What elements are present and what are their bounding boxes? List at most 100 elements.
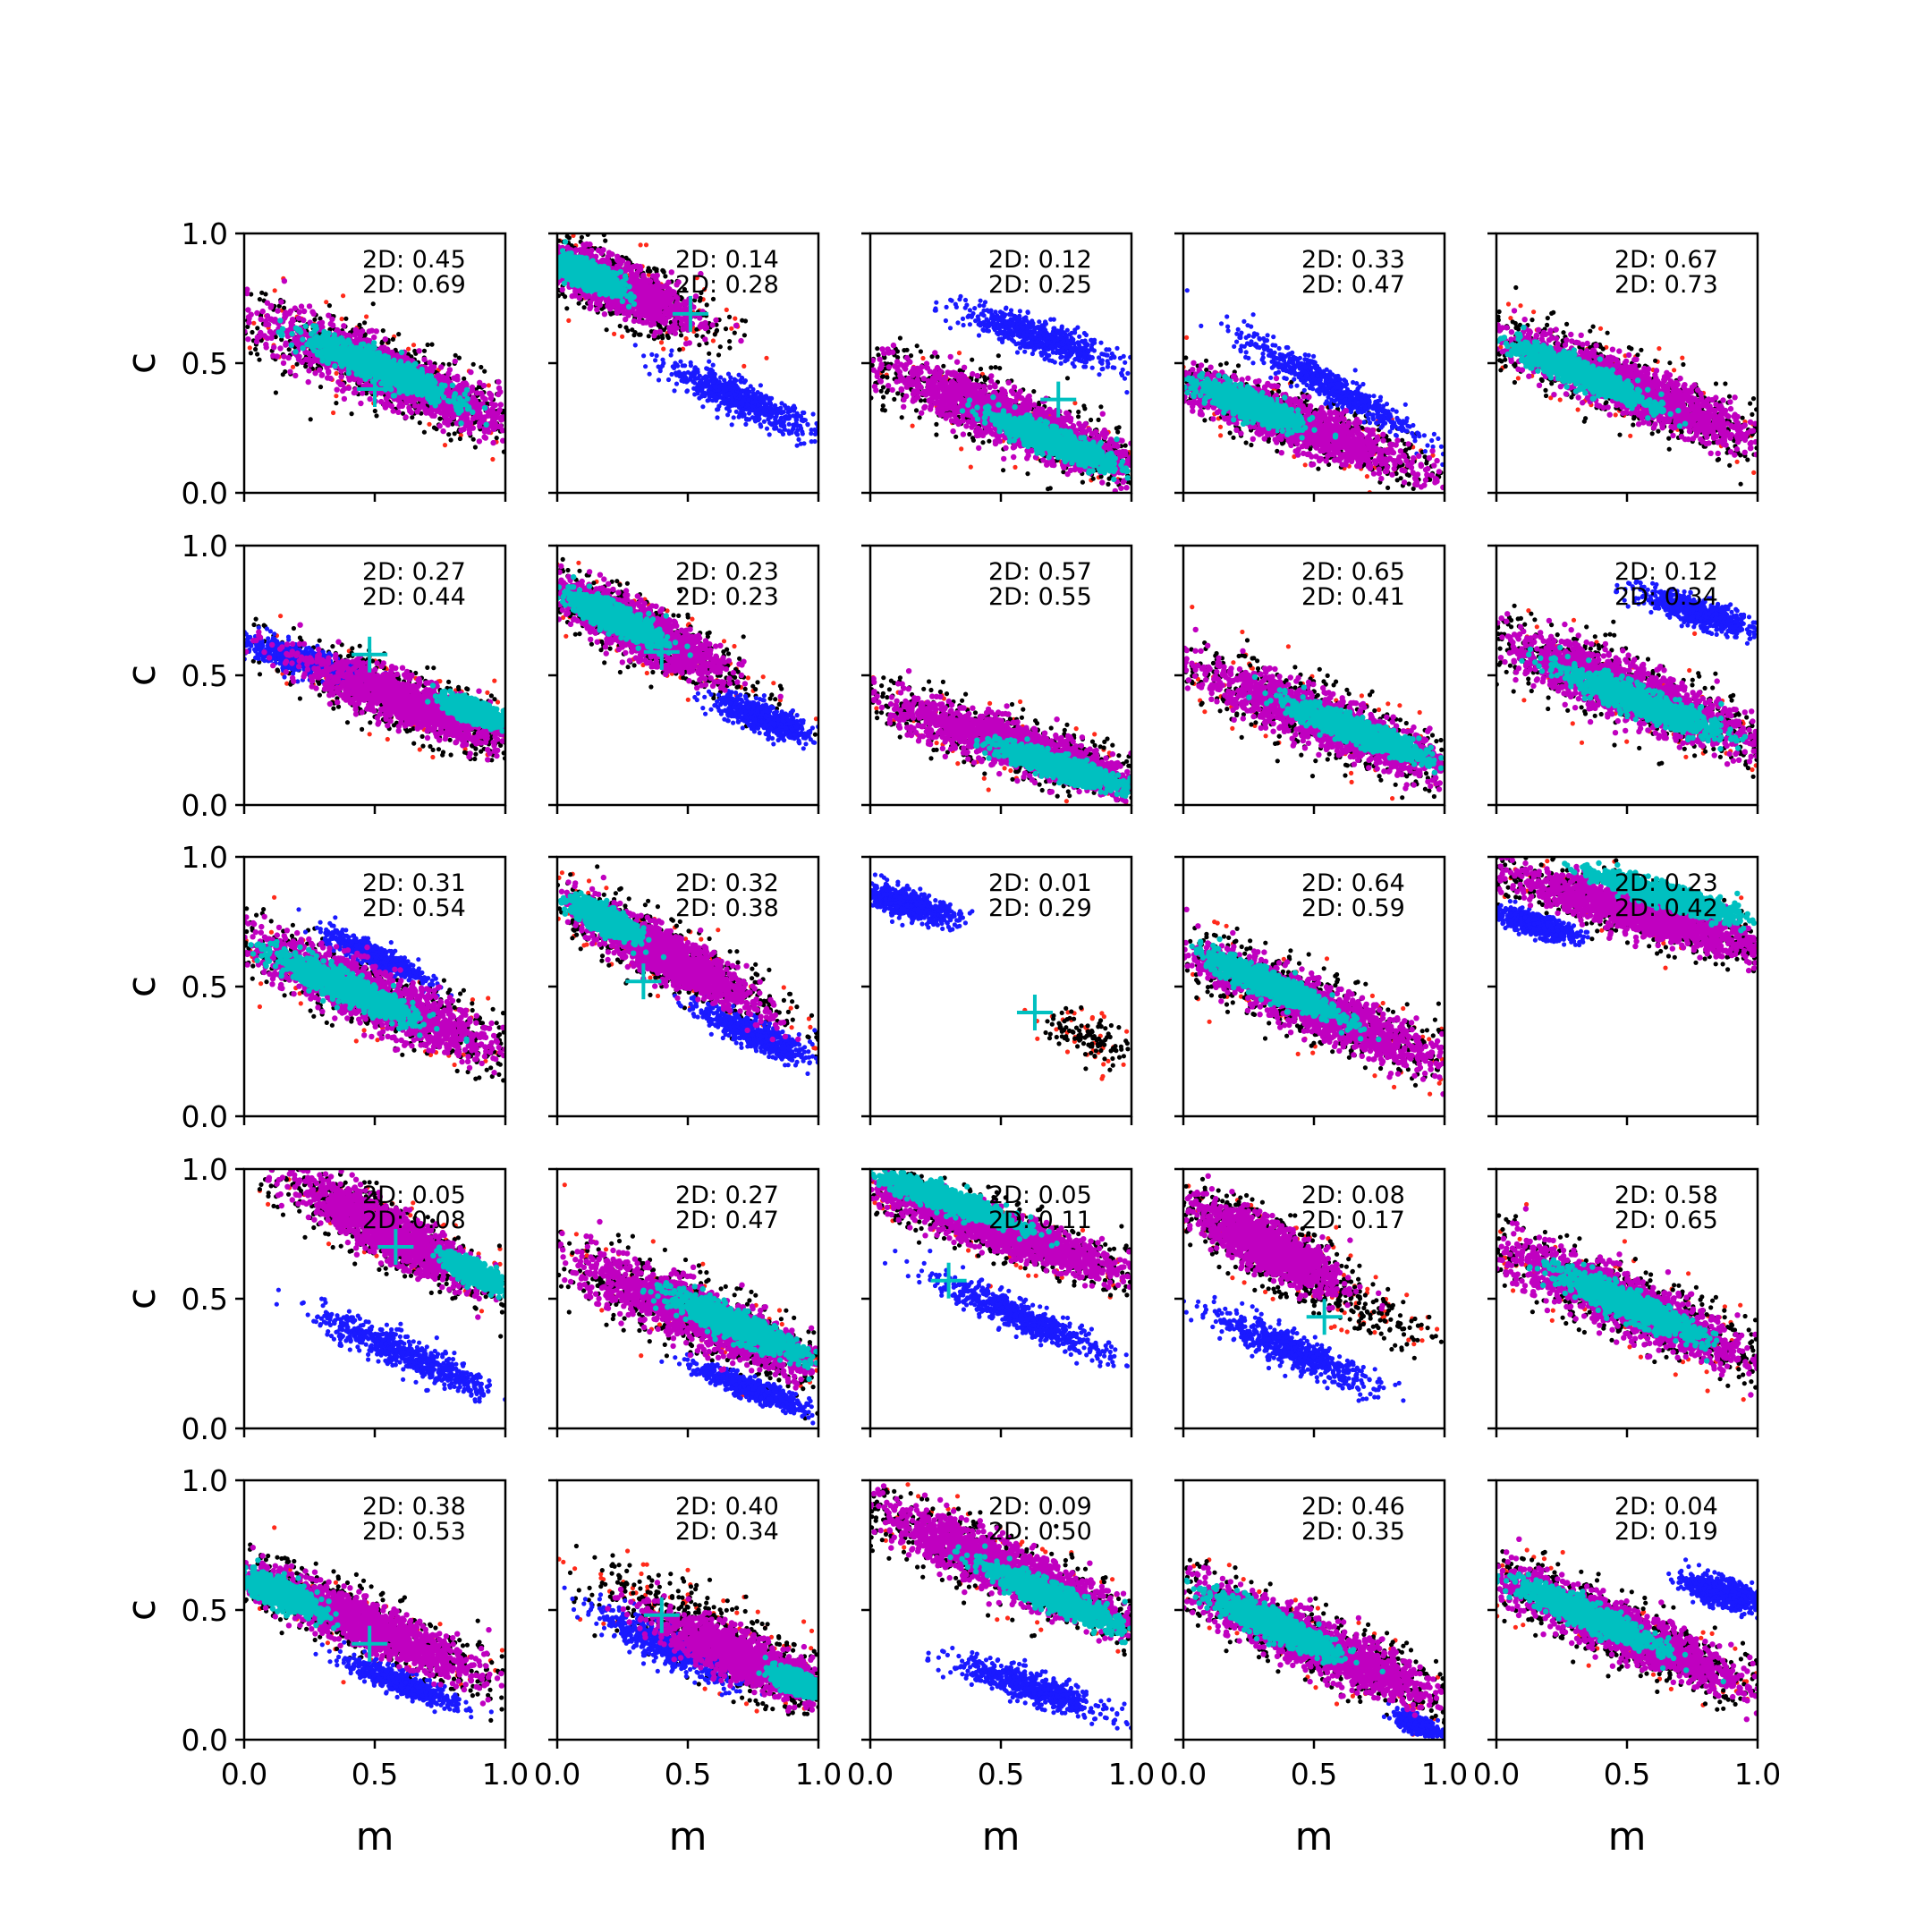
scatter-point	[395, 410, 401, 415]
scatter-point	[747, 411, 751, 415]
scatter-point	[727, 391, 732, 395]
scatter-point	[697, 343, 701, 347]
scatter-point	[496, 424, 502, 429]
scatter-point	[461, 381, 466, 386]
scatter-point	[697, 396, 701, 401]
scatter-point	[457, 356, 462, 360]
scatter-point	[291, 365, 295, 369]
scatter-point	[301, 318, 306, 323]
scatter-point	[325, 375, 330, 380]
scatter-point	[342, 386, 347, 391]
scatter-point	[456, 409, 462, 414]
scatter-point	[762, 407, 767, 411]
scatter-point	[464, 415, 470, 420]
scatter-point	[295, 342, 301, 347]
scatter-point	[618, 324, 623, 328]
scatter-point	[258, 317, 264, 322]
scatter-point	[356, 350, 361, 355]
scatter-point	[496, 379, 501, 385]
scatter-point	[427, 360, 432, 365]
scatter-point	[777, 428, 782, 433]
scatter-point	[342, 343, 347, 349]
scatter-point	[705, 302, 709, 307]
scatter-point	[496, 392, 501, 397]
scatter-point	[335, 371, 339, 376]
scatter-point	[402, 382, 408, 387]
scatter-point	[378, 357, 384, 362]
scatter-point	[704, 380, 708, 385]
scatter-point	[724, 387, 728, 392]
scatter-point	[289, 331, 294, 336]
scatter-point	[250, 330, 254, 335]
scatter-point	[255, 326, 259, 330]
scatter-point	[563, 294, 567, 299]
scatter-point	[710, 398, 715, 402]
scatter-point	[801, 441, 806, 445]
scatter-point	[704, 375, 708, 379]
scatter-point	[331, 411, 335, 415]
scatter-point	[787, 422, 792, 427]
scatter-point	[321, 348, 326, 353]
scatter-point	[419, 402, 425, 407]
scatter-point	[300, 345, 305, 351]
scatter-point	[733, 386, 738, 390]
scatter-point	[682, 363, 687, 368]
scatter-point	[313, 323, 318, 328]
scatter-point	[689, 360, 693, 365]
scatter-point	[360, 390, 365, 395]
scatter-point	[715, 415, 719, 419]
scatter-point	[727, 409, 732, 413]
scatter-point	[273, 288, 277, 292]
scatter-point	[251, 321, 256, 326]
scatter-point	[737, 373, 741, 377]
scatter-point	[484, 422, 489, 428]
scatter-point	[453, 391, 458, 396]
scatter-point	[321, 329, 326, 335]
scatter-point	[309, 342, 315, 347]
scatter-point	[253, 347, 258, 352]
scatter-point	[268, 304, 274, 309]
scatter-point	[758, 383, 763, 387]
scatter-point	[652, 267, 657, 271]
scatter-point	[318, 385, 323, 389]
scatter-point	[358, 336, 363, 342]
scatter-point	[450, 383, 455, 388]
scatter-point	[775, 407, 780, 411]
scatter-point	[446, 432, 451, 436]
scatter-point	[398, 394, 403, 400]
scatter-point	[669, 372, 674, 377]
scatter-point	[811, 411, 816, 416]
scatter-point	[649, 352, 654, 357]
scatter-point	[738, 394, 742, 398]
scatter-point	[319, 358, 325, 363]
scatter-point	[271, 344, 276, 350]
scatter-point	[669, 352, 674, 357]
scatter-point	[740, 318, 744, 323]
scatter-point	[678, 360, 682, 364]
scatter-point	[349, 343, 354, 349]
scatter-point	[801, 431, 805, 436]
scatter-point	[310, 358, 316, 363]
scatter-point	[643, 364, 648, 369]
scatter-point	[741, 398, 746, 402]
scatter-point	[741, 408, 746, 412]
scatter-point	[259, 291, 264, 295]
scatter-point	[470, 425, 476, 430]
scatter-point	[453, 359, 458, 364]
scatter-point	[722, 397, 726, 402]
scatter-point	[712, 394, 716, 398]
scatter-point	[648, 372, 652, 377]
scatter-point	[409, 410, 414, 415]
scatter-point	[647, 334, 651, 338]
scatter-layer	[242, 276, 507, 462]
scatter-point	[411, 343, 416, 347]
scatter-point	[382, 368, 387, 373]
scatter-point	[707, 352, 711, 356]
scatter-point	[793, 416, 798, 420]
scatter-point	[286, 310, 292, 316]
scatter-point	[487, 411, 492, 417]
scatter-point	[764, 356, 768, 360]
scatter-point	[396, 332, 401, 336]
